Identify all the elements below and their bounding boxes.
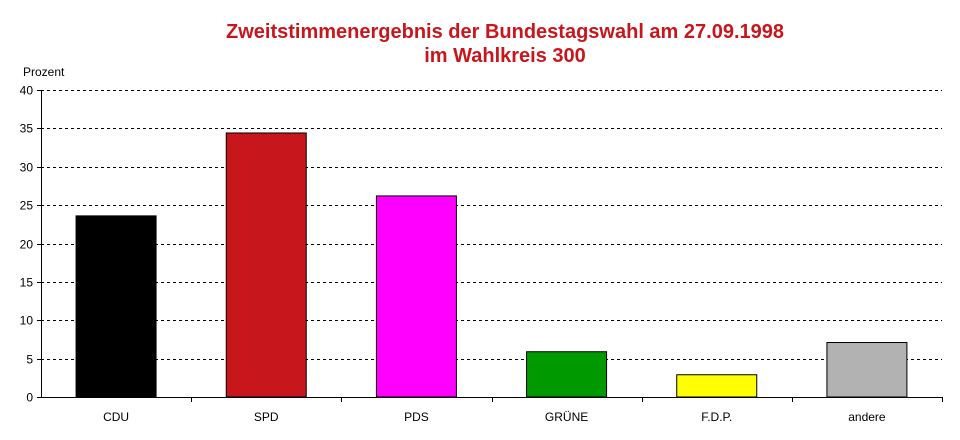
y-tick-label: 10 bbox=[20, 314, 34, 328]
y-tick-label: 5 bbox=[26, 353, 33, 367]
chart-title-line2: im Wahlkreis 300 bbox=[424, 45, 586, 67]
y-tick-label: 20 bbox=[20, 238, 34, 252]
bars bbox=[75, 132, 908, 398]
x-tick-label: andere bbox=[848, 410, 886, 424]
bar-pds bbox=[375, 195, 457, 398]
y-tick-labels: 0 5 10 15 20 25 30 35 40 bbox=[20, 84, 34, 405]
bar-grüne bbox=[526, 351, 608, 398]
bar-f-d-p- bbox=[676, 374, 758, 398]
bar-spd bbox=[225, 132, 307, 398]
chart-title: Zweitstimmenergebnis der Bundestagswahl … bbox=[0, 20, 960, 68]
y-tick-label: 40 bbox=[20, 84, 34, 98]
y-tick-label: 0 bbox=[26, 391, 33, 405]
x-tick-label: GRÜNE bbox=[545, 410, 588, 424]
x-tick-label: CDU bbox=[103, 410, 129, 424]
bar-cdu bbox=[75, 215, 157, 398]
x-tick-label: F.D.P. bbox=[701, 410, 732, 424]
y-axis-label: Prozent bbox=[23, 65, 65, 79]
y-tick-label: 35 bbox=[20, 122, 34, 136]
y-tick-label: 25 bbox=[20, 199, 34, 213]
x-tick-labels: CDU SPD PDS GRÜNE F.D.P. andere bbox=[103, 410, 886, 424]
chart-title-line1: Zweitstimmenergebnis der Bundestagswahl … bbox=[226, 21, 784, 43]
y-tick-label: 15 bbox=[20, 276, 34, 290]
bar-andere bbox=[826, 342, 908, 398]
y-tick-label: 30 bbox=[20, 161, 34, 175]
x-tick-label: SPD bbox=[254, 410, 279, 424]
axes bbox=[37, 90, 943, 402]
x-tick-label: PDS bbox=[404, 410, 429, 424]
grid-lines bbox=[41, 90, 942, 360]
